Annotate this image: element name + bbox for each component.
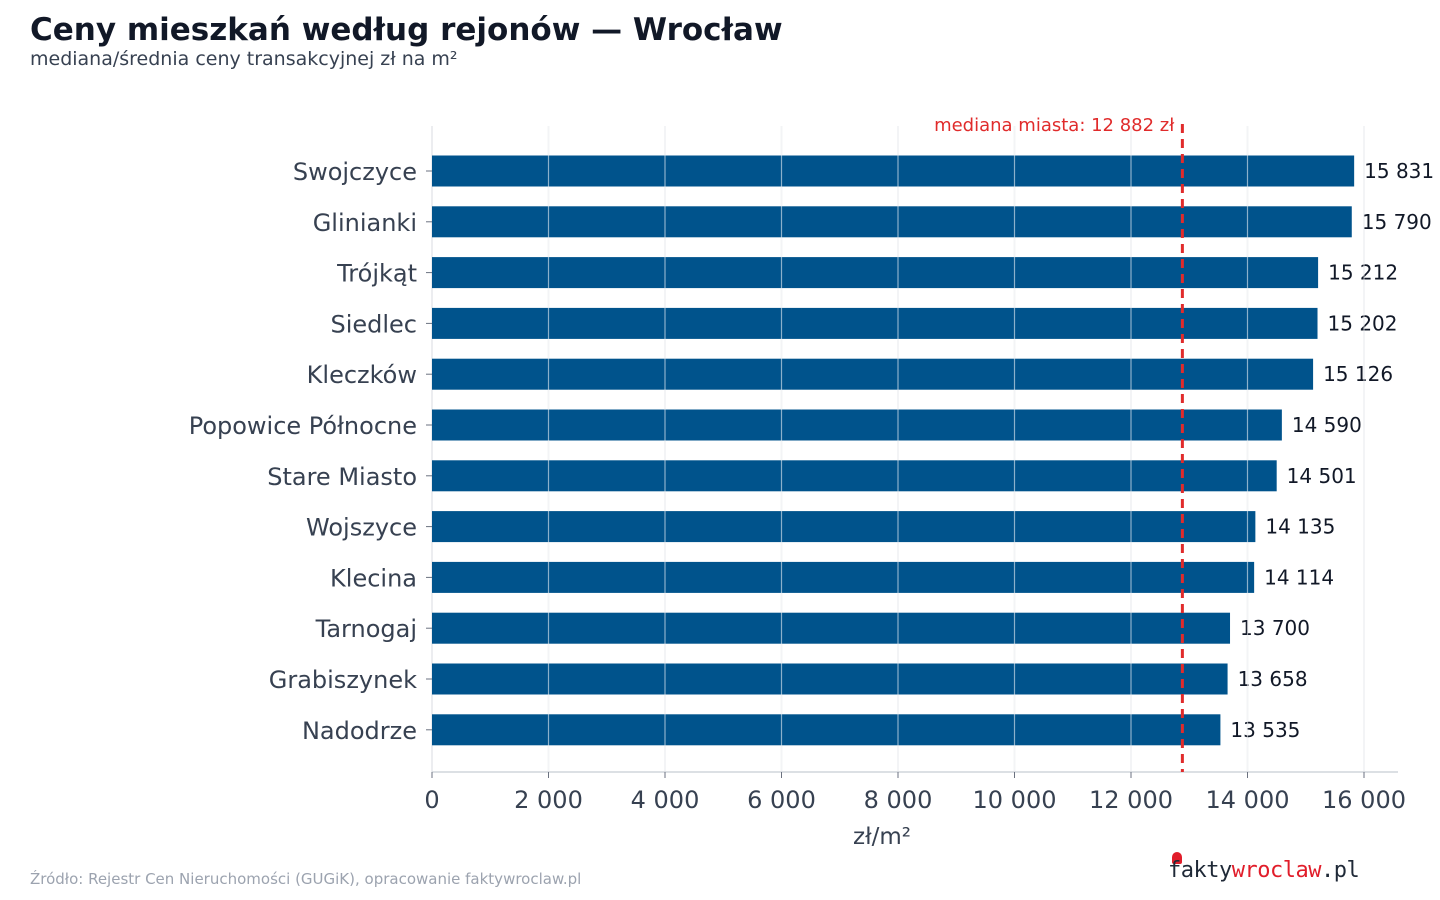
category-label-0: Swojczyce bbox=[293, 158, 417, 186]
bar-8 bbox=[432, 561, 1255, 593]
logo-part-wroclaw: wroclaw bbox=[1231, 858, 1322, 883]
value-label-10: 13 658 bbox=[1238, 667, 1308, 691]
category-label-5: Popowice Północne bbox=[189, 412, 417, 440]
logo-part-fakty: fakty bbox=[1168, 858, 1232, 883]
bar-1 bbox=[432, 206, 1352, 238]
value-label-11: 13 535 bbox=[1230, 718, 1300, 742]
bar-9 bbox=[432, 612, 1231, 644]
bar-2 bbox=[432, 257, 1319, 289]
category-label-1: Glinianki bbox=[313, 209, 417, 237]
value-label-0: 15 831 bbox=[1364, 159, 1434, 183]
x-tick-label-5: 10 000 bbox=[973, 786, 1057, 814]
bar-5 bbox=[432, 409, 1282, 441]
bar-6 bbox=[432, 460, 1277, 492]
category-label-11: Nadodrze bbox=[302, 717, 417, 745]
value-label-1: 15 790 bbox=[1362, 210, 1432, 234]
category-label-4: Kleczków bbox=[307, 361, 417, 389]
value-label-3: 15 202 bbox=[1328, 311, 1398, 335]
logo-mark-icon bbox=[1172, 852, 1182, 864]
value-label-6: 14 501 bbox=[1287, 464, 1357, 488]
bar-3 bbox=[432, 307, 1318, 339]
x-tick-label-6: 12 000 bbox=[1089, 786, 1173, 814]
source-note: Źródło: Rejestr Cen Nieruchomości (GUGiK… bbox=[30, 870, 582, 888]
x-axis-title: zł/m² bbox=[853, 824, 911, 850]
x-tick-label-4: 8 000 bbox=[864, 786, 933, 814]
chart-title: Ceny mieszkań według rejonów — Wrocław bbox=[30, 12, 783, 48]
value-label-5: 14 590 bbox=[1292, 413, 1362, 437]
logo-part-pl: .pl bbox=[1320, 858, 1360, 883]
value-label-4: 15 126 bbox=[1323, 362, 1393, 386]
category-label-3: Siedlec bbox=[330, 310, 417, 338]
value-label-9: 13 700 bbox=[1240, 616, 1310, 640]
value-label-7: 14 135 bbox=[1265, 515, 1335, 539]
bar-0 bbox=[432, 155, 1355, 187]
x-tick-label-3: 6 000 bbox=[747, 786, 816, 814]
chart-subtitle: mediana/średnia ceny transakcyjnej zł na… bbox=[30, 48, 458, 70]
category-label-8: Klecina bbox=[330, 564, 417, 592]
bar-4 bbox=[432, 358, 1314, 390]
x-tick-label-0: 0 bbox=[424, 786, 439, 814]
category-label-7: Wojszyce bbox=[306, 514, 417, 542]
x-tick-label-8: 16 000 bbox=[1322, 786, 1406, 814]
x-tick-label-7: 14 000 bbox=[1206, 786, 1290, 814]
category-label-2: Trójkąt bbox=[336, 260, 417, 288]
faktywroclaw-logo[interactable]: faktywroclaw.pl bbox=[1168, 858, 1360, 883]
value-label-2: 15 212 bbox=[1328, 261, 1398, 285]
category-label-6: Stare Miasto bbox=[267, 463, 417, 491]
bar-11 bbox=[432, 714, 1221, 746]
bar-7 bbox=[432, 511, 1256, 543]
x-tick-label-2: 4 000 bbox=[631, 786, 700, 814]
bar-10 bbox=[432, 663, 1228, 695]
category-label-10: Grabiszynek bbox=[269, 666, 417, 694]
median-reference-label: mediana miasta: 12 882 zł bbox=[934, 115, 1175, 136]
x-tick-label-1: 2 000 bbox=[514, 786, 583, 814]
value-label-8: 14 114 bbox=[1264, 565, 1334, 589]
category-label-9: Tarnogaj bbox=[315, 615, 417, 643]
